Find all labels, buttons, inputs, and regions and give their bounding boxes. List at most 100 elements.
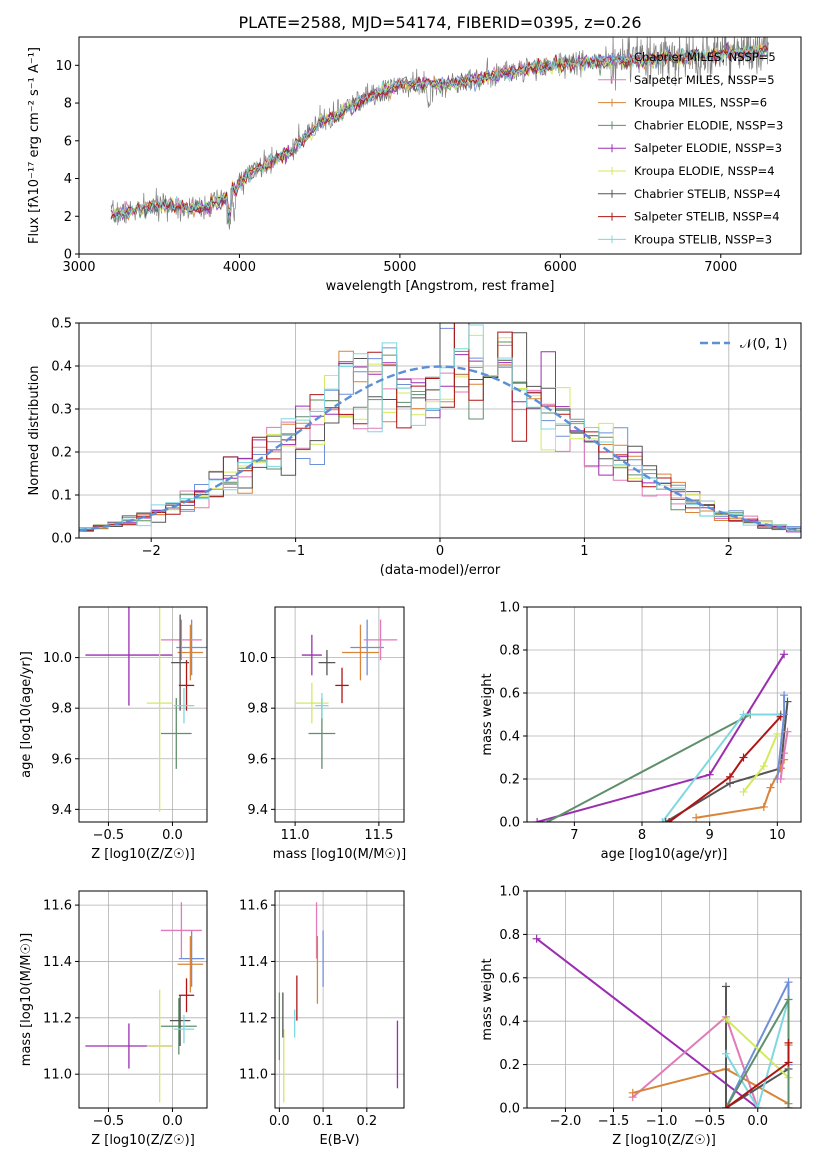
y-tick-label: 0.8 bbox=[499, 644, 520, 659]
error-point-kroupa-stelib bbox=[173, 1015, 195, 1044]
x-tick-label: 5000 bbox=[383, 260, 416, 275]
legend-entry: Kroupa MILES, NSSP=6 bbox=[634, 96, 767, 110]
y-tick-label: 11.0 bbox=[239, 1068, 268, 1083]
plot-area bbox=[532, 934, 793, 1108]
y-tick-label: 9.4 bbox=[51, 803, 72, 818]
y-tick-label: 0.3 bbox=[51, 403, 72, 418]
y-tick-label: 0.0 bbox=[51, 532, 72, 547]
y-tick-label: 0.2 bbox=[499, 773, 520, 788]
normal-curve-line bbox=[79, 365, 801, 532]
error-point-salpeter-stelib bbox=[335, 667, 349, 704]
weight-series-kroupa-elodie bbox=[739, 729, 782, 796]
y-tick-label: 6 bbox=[64, 134, 72, 149]
error-point-chabrier-elodie bbox=[160, 998, 197, 1055]
plot-area bbox=[533, 650, 792, 822]
mass-weight-vs-age-panel: 7 8 9 10 0.0 0.2 0.4 0.6 0.8 1.0 age [log10(age/yr… bbox=[480, 601, 802, 862]
error-point-salpeter-miles bbox=[160, 902, 202, 959]
x-tick-label: 7000 bbox=[704, 260, 737, 275]
histogram-chabrier-stelib bbox=[79, 323, 801, 532]
axes-frame bbox=[526, 606, 802, 823]
y-tick-label: 0.4 bbox=[499, 1015, 520, 1030]
error-point-chabrier-elodie bbox=[160, 698, 192, 769]
error-point-salpeter-stelib bbox=[178, 660, 195, 711]
x-tick-label: −2 bbox=[142, 544, 161, 559]
error-point-kroupa-miles bbox=[342, 624, 379, 681]
y-tick-label: 11.4 bbox=[239, 955, 268, 970]
error-point-chabrier-miles bbox=[350, 619, 384, 676]
x-tick-label: 11.5 bbox=[364, 828, 393, 843]
spectrum-legend: Chabrier MILES, NSSP=5 Salpeter MILES, NS… bbox=[598, 50, 783, 246]
x-tick-label: 0.0 bbox=[747, 1114, 768, 1129]
residual-histogram-panel: −2 −1 0 1 2 0.0 0.1 0.2 0.3 0.4 0.5 (data-model)/er… bbox=[27, 317, 802, 578]
plot-area bbox=[110, 37, 769, 230]
y-tick-label: 0.2 bbox=[51, 446, 72, 461]
x-tick-label: −0.5 bbox=[93, 1114, 125, 1129]
x-tick-label: 0.0 bbox=[269, 1114, 290, 1129]
plot-area bbox=[85, 902, 205, 1103]
legend-entry: Chabrier MILES, NSSP=5 bbox=[634, 50, 776, 64]
x-axis-label: Z [log10(Z/Z☉)] bbox=[91, 847, 195, 862]
error-point-salpeter-miles bbox=[160, 619, 202, 661]
spectrum-panel: 3000 4000 5000 6000 7000 0 2 4 6 8 10 wavelength [A… bbox=[27, 36, 802, 294]
x-tick-label: 6000 bbox=[544, 260, 577, 275]
plot-area bbox=[79, 323, 801, 533]
error-point-kroupa-stelib bbox=[315, 693, 329, 719]
error-point-chabrier-stelib bbox=[318, 650, 336, 676]
x-tick-label: −1.0 bbox=[646, 1114, 678, 1129]
y-tick-label: 9.6 bbox=[51, 752, 72, 767]
legend-entry: Kroupa STELIB, NSSP=3 bbox=[634, 232, 772, 246]
weight-line bbox=[535, 937, 759, 1108]
error-point-kroupa-miles bbox=[177, 624, 204, 681]
error-point-salpeter-elodie bbox=[85, 607, 173, 706]
y-axis-label: mass [log10(M/M☉)] bbox=[19, 933, 34, 1066]
y-tick-label: 0.0 bbox=[499, 1102, 520, 1117]
x-axis-label: E(B-V) bbox=[319, 1133, 359, 1148]
legend-entry: Salpeter ELODIE, NSSP=3 bbox=[634, 141, 782, 155]
error-point-chabrier-miles bbox=[178, 930, 205, 987]
error-point-kroupa-stelib bbox=[173, 687, 195, 724]
x-tick-label: 9 bbox=[706, 828, 714, 843]
x-tick-label: 10 bbox=[769, 828, 786, 843]
x-axis-label: age [log10(age/yr)] bbox=[601, 847, 728, 862]
y-tick-label: 11.4 bbox=[43, 955, 72, 970]
y-tick-label: 10.0 bbox=[43, 651, 72, 666]
x-tick-label: −0.5 bbox=[694, 1114, 726, 1129]
x-axis-label: (data-model)/error bbox=[380, 563, 501, 578]
y-tick-label: 4 bbox=[64, 172, 72, 187]
x-tick-label: 0 bbox=[436, 544, 444, 559]
weight-line bbox=[725, 995, 790, 1108]
y-tick-label: 2 bbox=[64, 210, 72, 225]
y-tick-label: 10.0 bbox=[239, 651, 268, 666]
plot-area bbox=[85, 607, 207, 812]
x-axis-label: Z [log10(Z/Z☉)] bbox=[612, 1133, 716, 1148]
y-tick-label: 0.8 bbox=[499, 928, 520, 943]
legend-entry: Chabrier STELIB, NSSP=4 bbox=[634, 187, 781, 201]
x-tick-label: −1.5 bbox=[598, 1114, 630, 1129]
axes-frame bbox=[78, 890, 208, 1109]
weight-series-salpeter-miles bbox=[776, 727, 792, 783]
y-tick-label: 0.5 bbox=[51, 317, 72, 332]
histogram-kroupa-stelib bbox=[79, 324, 801, 530]
x-axis-label: wavelength [Angstrom, rest frame] bbox=[326, 279, 555, 294]
plot-area bbox=[295, 619, 398, 769]
x-tick-label: 3000 bbox=[62, 260, 95, 275]
y-tick-label: 9.8 bbox=[51, 702, 72, 717]
plot-area bbox=[278, 902, 399, 1103]
y-tick-label: 1.0 bbox=[499, 885, 520, 900]
y-tick-label: 0.6 bbox=[499, 687, 520, 702]
mass-vs-ebv-panel: 0.0 0.1 0.2 11.0 11.2 11.4 11.6 E(B-V) bbox=[239, 890, 405, 1148]
figure-title: PLATE=2588, MJD=54174, FIBERID=0395, z=0… bbox=[238, 13, 641, 32]
y-tick-label: 0.4 bbox=[499, 730, 520, 745]
y-tick-label: 0.4 bbox=[51, 360, 72, 375]
y-axis-label: Normed distribution bbox=[27, 366, 42, 496]
legend-entry: Salpeter STELIB, NSSP=4 bbox=[634, 210, 780, 224]
y-tick-label: 11.6 bbox=[43, 899, 72, 914]
y-axis-label: mass weight bbox=[480, 958, 495, 1040]
legend-entry: Salpeter MILES, NSSP=5 bbox=[634, 73, 775, 87]
x-tick-label: −1 bbox=[286, 544, 305, 559]
y-tick-label: 1.0 bbox=[499, 601, 520, 616]
mass-weight-vs-metallicity-panel: −2.0 −1.5 −1.0 −0.5 0.0 0.0 0.2 0.4 0.6 0.8 1.0 Z [… bbox=[480, 885, 802, 1148]
y-tick-label: 11.2 bbox=[43, 1011, 72, 1026]
x-tick-label: 11.0 bbox=[281, 828, 310, 843]
y-tick-label: 0.2 bbox=[499, 1058, 520, 1073]
